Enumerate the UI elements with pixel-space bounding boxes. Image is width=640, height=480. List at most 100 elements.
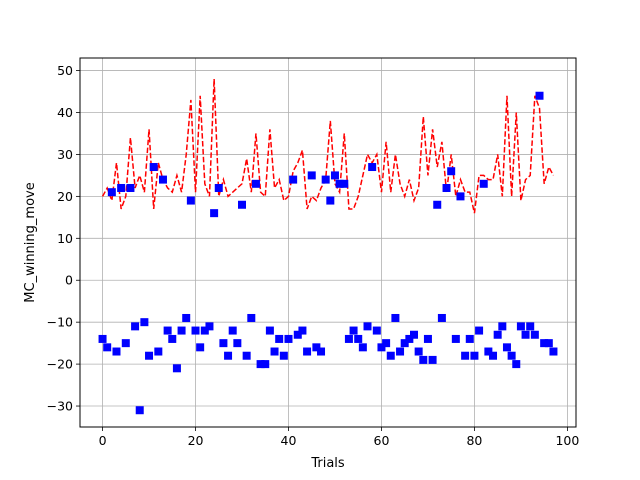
blue-square-marker: [502, 343, 511, 352]
blue-square-marker: [419, 355, 428, 364]
blue-square-marker: [163, 326, 172, 335]
blue-square-marker: [405, 334, 414, 343]
blue-square-marker: [317, 347, 326, 356]
blue-square-marker: [540, 339, 549, 348]
blue-square-marker: [168, 334, 177, 343]
blue-square-marker: [210, 209, 219, 218]
blue-square-marker: [238, 200, 246, 209]
blue-square-marker: [205, 322, 214, 331]
blue-square-marker: [368, 163, 377, 172]
blue-square-marker: [196, 343, 205, 352]
blue-square-marker: [484, 347, 493, 356]
blue-square-marker: [358, 343, 367, 352]
blue-square-marker: [475, 326, 484, 335]
plot-frame: [79, 57, 577, 428]
blue-square-marker: [442, 183, 451, 192]
blue-square-marker: [489, 351, 498, 360]
blue-square-marker: [233, 339, 242, 348]
blue-square-marker: [321, 175, 330, 184]
blue-square-marker: [117, 183, 126, 192]
blue-square-marker: [382, 339, 391, 348]
blue-square-marker: [377, 343, 386, 352]
grid: [80, 58, 576, 427]
blue-square-marker: [228, 326, 237, 335]
blue-square-marker: [149, 163, 158, 172]
blue-square-marker: [242, 351, 251, 360]
y-tick-label: −20: [47, 357, 73, 372]
blue-square-marker: [247, 313, 256, 322]
red-dashed-line: [101, 78, 555, 214]
blue-square-marker: [293, 330, 302, 339]
x-tick-label: 20: [188, 433, 204, 448]
blue-square-marker: [200, 326, 209, 335]
y-tick-label: 20: [57, 189, 73, 204]
blue-square-marker: [535, 91, 544, 100]
blue-square-marker: [154, 347, 163, 356]
blue-square-marker: [279, 351, 288, 360]
blue-square-marker: [298, 326, 307, 335]
blue-square-marker: [396, 347, 405, 356]
blue-square-marker: [326, 196, 335, 205]
blue-square-marker: [349, 326, 358, 335]
x-axis-label: Trials: [310, 456, 345, 471]
blue-square-marker: [521, 330, 530, 339]
blue-square-marker: [530, 330, 539, 339]
blue-square-marker: [182, 313, 191, 322]
blue-square-marker: [251, 179, 260, 188]
y-tick-label: 30: [57, 147, 73, 162]
blue-square-marker: [265, 326, 274, 335]
y-tick-label: −10: [47, 315, 73, 330]
blue-square-marker: [330, 171, 339, 180]
blue-square-marker: [414, 347, 423, 356]
blue-square-marker: [386, 351, 395, 360]
blue-square-marker: [433, 200, 442, 209]
blue-square-marker: [177, 326, 186, 335]
blue-square-marker: [391, 313, 400, 322]
blue-square-marker: [98, 334, 107, 343]
blue-square-marker: [131, 322, 140, 331]
blue-square-marker: [493, 330, 502, 339]
blue-square-marker: [270, 347, 279, 356]
blue-square-marker: [172, 364, 181, 373]
blue-square-marker: [256, 360, 265, 369]
blue-square-marker: [544, 339, 553, 348]
blue-square-marker: [275, 334, 284, 343]
blue-square-marker: [145, 351, 154, 360]
x-axis-ticks: 0 20 40 60 80 100: [99, 427, 579, 448]
x-tick-label: 0: [99, 433, 107, 448]
blue-square-marker: [158, 175, 167, 184]
blue-square-marker: [103, 343, 112, 352]
blue-square-marker: [224, 351, 233, 360]
blue-square-marker: [303, 347, 312, 356]
blue-square-marker: [284, 334, 293, 343]
blue-square-series: [98, 91, 558, 415]
blue-square-marker: [428, 355, 437, 364]
blue-square-marker: [214, 183, 223, 192]
blue-square-marker: [400, 339, 409, 348]
blue-square-marker: [479, 179, 488, 188]
x-tick-label: 60: [374, 433, 390, 448]
blue-square-marker: [307, 171, 316, 180]
blue-square-marker: [498, 322, 507, 331]
blue-square-marker: [526, 322, 535, 331]
red-dashed-series: [101, 78, 555, 214]
y-tick-label: 50: [57, 63, 73, 78]
blue-square-marker: [335, 179, 344, 188]
blue-square-marker: [140, 318, 149, 327]
y-tick-label: 40: [57, 105, 73, 120]
blue-square-marker: [340, 179, 349, 188]
blue-square-marker: [461, 351, 470, 360]
blue-square-marker: [549, 347, 558, 356]
blue-square-marker: [219, 339, 228, 348]
blue-square-marker: [135, 406, 144, 415]
y-axis-label: MC_winning_move: [23, 182, 38, 302]
blue-square-marker: [456, 192, 465, 201]
blue-square-marker: [363, 322, 372, 331]
blue-square-marker: [186, 196, 195, 205]
blue-square-marker: [312, 343, 321, 352]
blue-square-marker: [465, 334, 474, 343]
blue-square-marker: [191, 326, 200, 335]
blue-square-marker: [126, 183, 135, 192]
